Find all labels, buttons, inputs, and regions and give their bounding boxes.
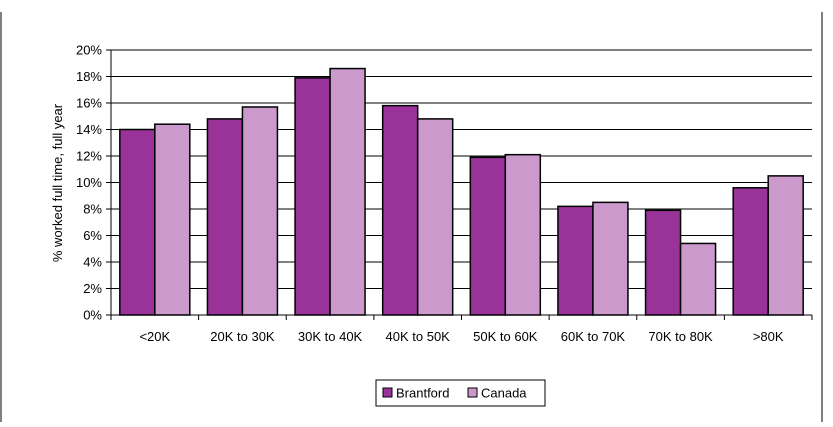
bar-brantford-7 [732, 187, 769, 316]
x-tick-label: 30K to 40K [298, 329, 363, 344]
x-tick-label: 60K to 70K [561, 329, 626, 344]
y-tick-labels: 0% 2% 4% 6% 8% 10% 12% 14% 16% 18% 20% [76, 43, 102, 323]
bars [119, 67, 804, 316]
y-tick-label: 4% [83, 255, 102, 270]
y-tick-label: 14% [76, 122, 102, 137]
x-tick-label: >80K [753, 329, 784, 344]
y-tick-label: 2% [83, 281, 102, 296]
legend-swatch-canada [467, 387, 478, 398]
y-tick-label: 20% [76, 43, 102, 58]
y-tick-label: 8% [83, 202, 102, 217]
bar-canada-4 [504, 153, 542, 316]
x-tick-label: 20K to 30K [210, 329, 275, 344]
legend-label-canada: Canada [481, 386, 527, 401]
x-tick-label: <20K [139, 329, 170, 344]
chart-title [0, 0, 833, 12]
x-tick-label: 70K to 80K [648, 329, 713, 344]
axes [106, 49, 813, 320]
legend-swatch-brantford [382, 387, 393, 398]
bar-canada-7 [767, 175, 804, 316]
bar-canada-1 [241, 106, 279, 316]
bar-canada-3 [416, 118, 454, 316]
bar-brantford-0 [119, 128, 156, 316]
y-tick-label: 18% [76, 69, 102, 84]
bar-canada-5 [592, 201, 629, 316]
y-tick-label: 10% [76, 175, 102, 190]
y-tick-label: 0% [83, 308, 102, 323]
bar-brantford-2 [294, 77, 331, 316]
bar-brantford-5 [557, 205, 594, 316]
bar-canada-2 [329, 67, 366, 316]
x-tick-label: 40K to 50K [386, 329, 451, 344]
bar-brantford-4 [469, 156, 507, 316]
legend-label-brantford: Brantford [396, 386, 449, 401]
y-tick-label: 12% [76, 149, 102, 164]
bar-canada-6 [679, 242, 717, 316]
bar-brantford-1 [206, 118, 244, 316]
x-tick-label: 50K to 60K [473, 329, 538, 344]
y-tick-label: 16% [76, 96, 102, 111]
y-axis-label: % worked full time, full year [50, 103, 65, 262]
x-tick-labels: <20K 20K to 30K 30K to 40K 40K to 50K 50K to… [139, 329, 783, 344]
legend: Brantford Canada [375, 379, 546, 407]
y-tick-label: 6% [83, 228, 102, 243]
bar-brantford-3 [381, 104, 419, 316]
legend-box [375, 379, 546, 407]
bar-brantford-6 [644, 209, 682, 316]
bar-canada-0 [154, 123, 191, 316]
